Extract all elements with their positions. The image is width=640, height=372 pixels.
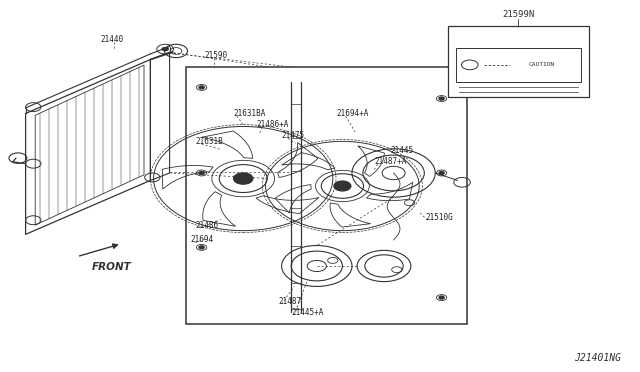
Circle shape [234,173,253,184]
Text: 21694+A: 21694+A [336,109,369,118]
Text: 21590: 21590 [205,51,228,60]
Text: 21475: 21475 [282,131,305,140]
Circle shape [439,171,444,174]
Circle shape [199,246,204,249]
Text: 21694: 21694 [190,235,213,244]
Text: FRONT: FRONT [92,262,132,272]
Circle shape [334,181,351,191]
Circle shape [199,86,204,89]
Text: 21445+A: 21445+A [291,308,324,317]
Circle shape [439,97,444,100]
Text: CAUTION: CAUTION [529,62,556,67]
Bar [456,48,581,82]
Text: 21487+A: 21487+A [374,157,407,166]
Circle shape [439,296,444,299]
Text: 21486+A: 21486+A [256,120,289,129]
Text: 21631BA: 21631BA [234,109,266,118]
Circle shape [161,47,169,51]
Circle shape [199,171,204,174]
Text: 21599N: 21599N [502,10,534,19]
Text: 21486: 21486 [195,221,218,230]
Bar [448,26,589,97]
Text: 21487: 21487 [278,297,301,306]
Text: 21510G: 21510G [426,213,453,222]
Bar [186,67,467,324]
Text: J21401NG: J21401NG [574,353,621,363]
Text: 21440: 21440 [100,35,124,44]
Text: 21445: 21445 [390,146,413,155]
Text: 21631B: 21631B [195,137,223,146]
